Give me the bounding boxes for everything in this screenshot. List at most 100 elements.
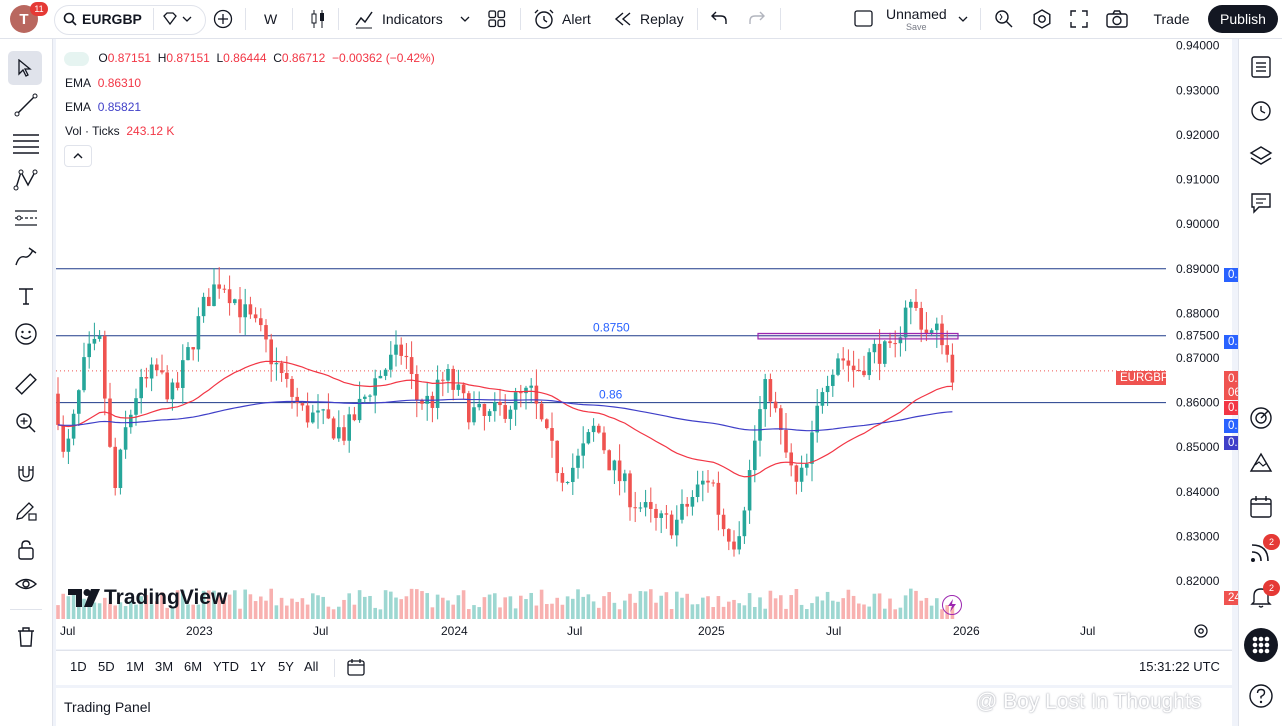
- watchlist-icon[interactable]: [1250, 55, 1272, 79]
- collapse-legend-button[interactable]: [64, 145, 92, 167]
- chart-area[interactable]: 0.8750 0.86 0.94000 0.93000 0.92000 0.91000 0…: [56, 39, 1280, 649]
- volume-bar: [555, 597, 559, 619]
- range-3m[interactable]: 3M: [155, 659, 174, 674]
- candle-body: [929, 330, 934, 334]
- emoji-icon[interactable]: [14, 322, 38, 346]
- candle-body: [539, 403, 544, 420]
- range-1m[interactable]: 1M: [126, 659, 145, 674]
- ema-slow-line[interactable]: [57, 398, 953, 432]
- quick-search-icon[interactable]: [994, 9, 1014, 29]
- range-1d[interactable]: 1D: [70, 659, 87, 674]
- fullscreen-icon[interactable]: [1070, 10, 1088, 28]
- ema-slow-legend[interactable]: EMA 0.85821: [65, 100, 141, 114]
- volume-bar: [451, 604, 455, 619]
- symbol-search-box[interactable]: [54, 5, 206, 35]
- price-chart[interactable]: 0.8750 0.86 0.94000 0.93000 0.92000 0.91000 0…: [56, 39, 1232, 649]
- volume-bar: [805, 609, 809, 619]
- candle-body: [550, 428, 554, 441]
- range-5y[interactable]: 5Y: [278, 659, 294, 674]
- range-1y[interactable]: 1Y: [250, 659, 266, 674]
- candle-body: [872, 343, 877, 353]
- redo-icon[interactable]: [748, 10, 766, 26]
- clock-time[interactable]: 15:31:22 UTC: [1139, 659, 1220, 674]
- volume-bar: [825, 591, 830, 619]
- forecast-icon[interactable]: [13, 207, 39, 229]
- trash-icon[interactable]: [16, 626, 36, 648]
- layout-icon[interactable]: [854, 10, 874, 28]
- apps-button[interactable]: [1244, 628, 1278, 662]
- ema-fast-line[interactable]: [57, 360, 953, 478]
- news-feed-icon[interactable]: [1249, 540, 1273, 564]
- layout-save-hint[interactable]: Save: [906, 22, 927, 32]
- camera-icon[interactable]: [1106, 10, 1128, 28]
- trading-panel-bar: Trading Panel: [56, 688, 1232, 726]
- trend-line-icon[interactable]: [14, 93, 38, 117]
- range-all[interactable]: All: [304, 659, 319, 674]
- compare-diamond-icon[interactable]: [162, 12, 178, 26]
- brush-icon[interactable]: [13, 245, 39, 269]
- symbol-price-tag[interactable]: EURGBP: [1116, 371, 1169, 385]
- time-axis-label: 2026: [953, 624, 980, 638]
- ema-fast-value: 0.86310: [97, 76, 142, 90]
- notifications-bell-icon[interactable]: [1249, 585, 1273, 609]
- layers-icon[interactable]: [1249, 145, 1273, 167]
- settings-gear-icon[interactable]: [1032, 9, 1052, 29]
- range-5d[interactable]: 5D: [98, 659, 115, 674]
- eye-icon[interactable]: [14, 574, 38, 594]
- indicators-button[interactable]: Indicators: [382, 11, 443, 27]
- candle-body: [285, 373, 289, 379]
- templates-icon[interactable]: [488, 10, 506, 28]
- zoom-in-icon[interactable]: [14, 411, 38, 435]
- volume-bar: [602, 596, 606, 619]
- lock-icon[interactable]: [16, 539, 36, 561]
- market-status-badge[interactable]: [64, 51, 89, 66]
- volume-legend[interactable]: Vol · Ticks 243.12 K: [65, 124, 174, 138]
- alerts-clock-icon[interactable]: [1249, 97, 1273, 123]
- ruler-icon[interactable]: [13, 371, 39, 397]
- chevron-down-icon[interactable]: [460, 15, 470, 23]
- range-6m[interactable]: 6M: [184, 659, 203, 674]
- volume-bar: [248, 594, 253, 619]
- volume-bar: [342, 599, 346, 619]
- cursor-tool-active[interactable]: [8, 51, 42, 85]
- candle-body: [617, 460, 622, 482]
- trading-panel-tab[interactable]: Trading Panel: [64, 699, 151, 715]
- cursor-arrow-icon[interactable]: [17, 59, 33, 77]
- edit-lock-icon[interactable]: [14, 499, 38, 523]
- volume-bar: [170, 606, 175, 619]
- candles-icon[interactable]: [310, 9, 326, 29]
- axis-settings-icon[interactable]: [1193, 623, 1209, 639]
- symbol-name[interactable]: EURGBP: [82, 11, 142, 27]
- goto-date-icon[interactable]: [346, 657, 366, 677]
- undo-icon[interactable]: [710, 10, 728, 26]
- candle-body: [737, 536, 741, 550]
- interval-button[interactable]: W: [264, 11, 278, 27]
- pattern-icon[interactable]: [13, 168, 39, 192]
- trade-button[interactable]: Trade: [1153, 11, 1190, 27]
- candle-body: [649, 502, 653, 509]
- candle-body: [259, 318, 263, 326]
- help-icon[interactable]: [1248, 683, 1274, 709]
- fib-levels-icon[interactable]: [12, 132, 40, 154]
- chevron-down-icon[interactable]: [182, 15, 192, 23]
- ideas-icon[interactable]: [1249, 451, 1273, 473]
- ema-fast-legend[interactable]: EMA 0.86310: [65, 76, 141, 90]
- layout-name[interactable]: Unnamed: [886, 6, 947, 22]
- magnet-icon[interactable]: [15, 462, 37, 484]
- calendar-icon[interactable]: [1249, 495, 1273, 519]
- text-tool-icon[interactable]: [16, 286, 36, 306]
- alert-button[interactable]: Alert: [562, 11, 591, 27]
- replay-button[interactable]: Replay: [640, 11, 684, 27]
- range-ytd[interactable]: YTD: [213, 659, 239, 674]
- target-icon[interactable]: [1249, 406, 1273, 430]
- publish-button[interactable]: Publish: [1208, 5, 1278, 33]
- add-symbol-icon[interactable]: [213, 9, 233, 29]
- volume-bar: [389, 591, 393, 619]
- chevron-down-icon[interactable]: [958, 15, 968, 23]
- volume-bar: [768, 590, 773, 619]
- volume-bar: [435, 594, 440, 619]
- candle-body: [155, 364, 159, 371]
- lightning-icon[interactable]: [942, 595, 962, 615]
- chat-icon[interactable]: [1249, 191, 1273, 215]
- resistance-zone[interactable]: [757, 332, 959, 340]
